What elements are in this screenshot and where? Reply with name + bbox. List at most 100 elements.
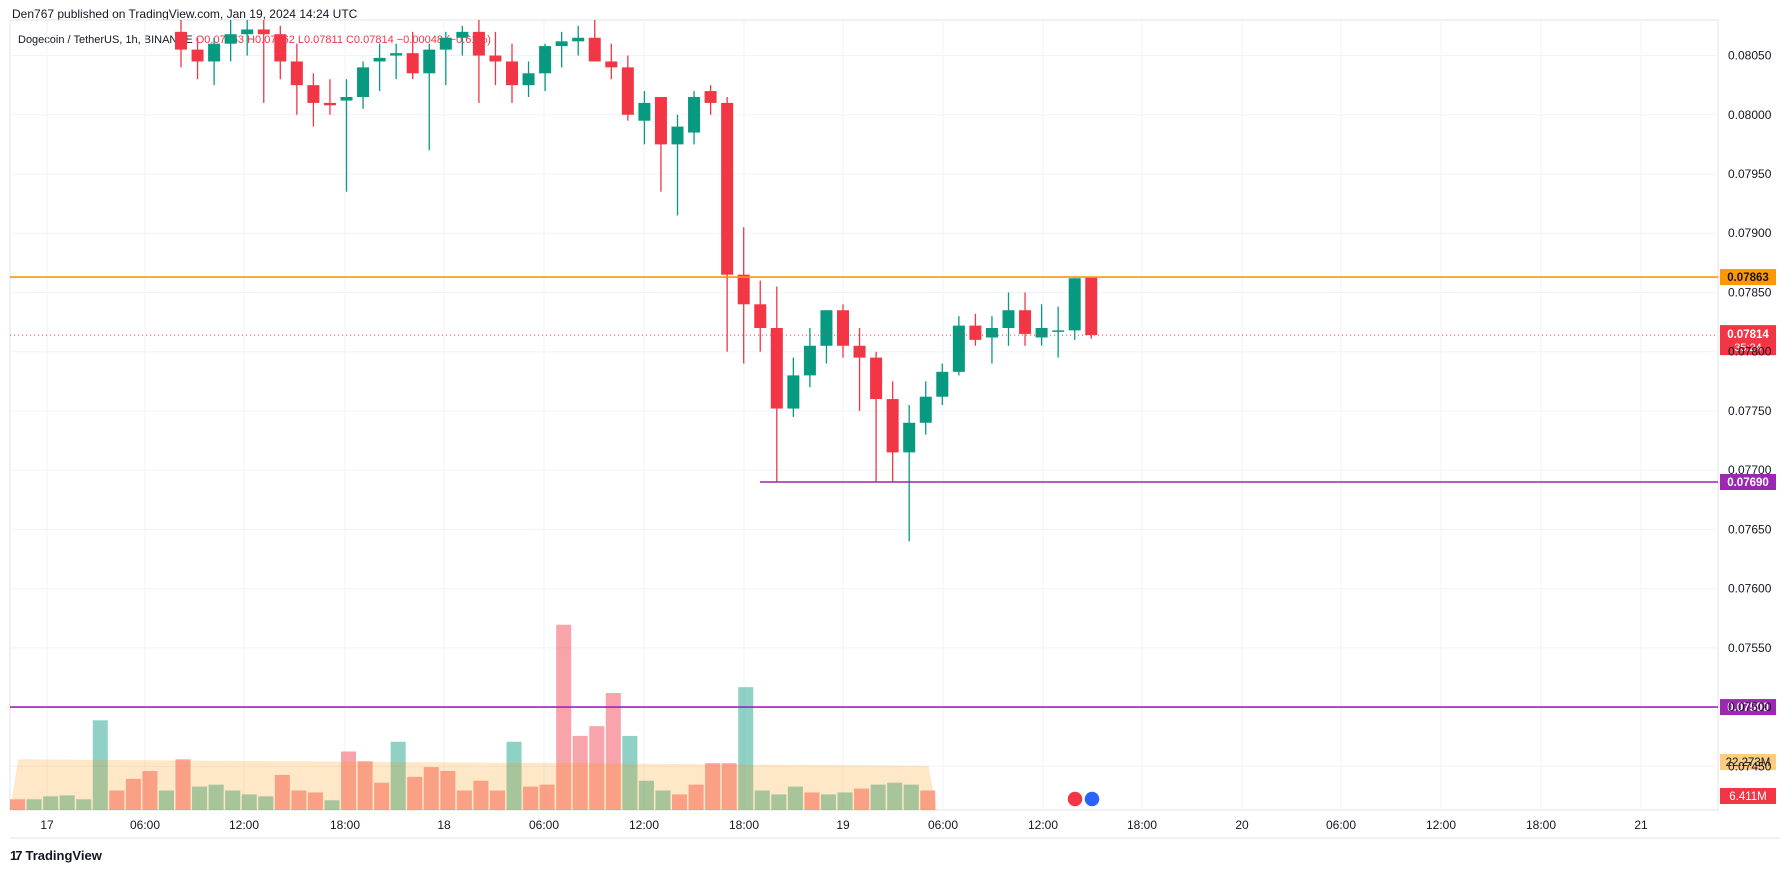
- price-tick-label: 0.07850: [1728, 285, 1772, 299]
- volume-ma-label: 22.273M: [1726, 757, 1771, 769]
- candle: [191, 37, 204, 80]
- candle-body: [191, 49, 204, 62]
- candle-body: [1019, 310, 1032, 334]
- candle: [307, 73, 320, 127]
- price-tick-label: 0.07450: [1728, 759, 1772, 773]
- resistance-label-bg: [1720, 269, 1776, 286]
- volume-bar: [771, 794, 787, 810]
- candle: [323, 79, 336, 115]
- candle-body: [340, 97, 353, 101]
- candle-body: [787, 375, 800, 409]
- candle-body: [770, 328, 783, 409]
- candle-body: [290, 61, 303, 86]
- time-axis: 17 06:00 12:00 18:00 18 06:00 12:00 18:00 19 06:0…: [40, 818, 1648, 832]
- candle-body: [588, 37, 601, 62]
- candle-body: [903, 422, 916, 453]
- candle-body: [489, 55, 502, 62]
- volume-bar: [572, 735, 588, 810]
- candle-body: [1035, 328, 1048, 338]
- candle: [175, 20, 187, 68]
- volume-bar: [125, 778, 141, 810]
- candle-body: [1068, 278, 1081, 331]
- volume-bar: [688, 784, 704, 810]
- time-tick-label: 06:00: [928, 818, 958, 832]
- volume-bar: [539, 784, 555, 810]
- price-tick-label: 0.08000: [1728, 108, 1772, 122]
- candle: [688, 91, 701, 145]
- candle: [1035, 304, 1048, 346]
- price-tick-label: 0.07800: [1728, 345, 1772, 359]
- candle: [472, 20, 485, 103]
- volume-bar: [820, 794, 836, 810]
- support-1-label-bg: [1720, 474, 1776, 490]
- candle: [969, 313, 982, 346]
- candle-body: [621, 67, 634, 115]
- volume-bar: [241, 794, 257, 810]
- candle-body: [688, 97, 701, 133]
- support-2-label: 0.07500: [1727, 702, 1769, 714]
- candle-body: [1002, 310, 1015, 328]
- candle-body: [737, 274, 750, 305]
- candle-body: [985, 328, 998, 338]
- candle-body: [853, 345, 866, 358]
- candle: [555, 31, 568, 68]
- volume-bar: [556, 624, 572, 810]
- candle: [1019, 292, 1032, 346]
- volume-bar: [175, 759, 191, 810]
- candle-body: [274, 34, 287, 62]
- candle: [439, 31, 452, 86]
- volume-bar: [291, 790, 307, 810]
- time-tick-label: 21: [1634, 818, 1648, 832]
- candle: [837, 304, 849, 358]
- volume-bar: [787, 786, 803, 810]
- candle-body: [671, 126, 684, 145]
- volume-bar: [638, 780, 654, 810]
- price-tick-label: 0.07900: [1728, 226, 1772, 240]
- candle: [919, 381, 932, 435]
- candle: [638, 91, 651, 145]
- time-tick-label: 06:00: [529, 818, 559, 832]
- volume-bars: [10, 624, 937, 810]
- time-tick-label: 20: [1235, 818, 1249, 832]
- time-tick-label: 12:00: [229, 818, 259, 832]
- candle: [1068, 278, 1081, 340]
- price-tick-label: 0.08050: [1728, 49, 1772, 63]
- candle-body: [870, 357, 883, 400]
- candle-body: [390, 53, 403, 56]
- candle-body: [208, 43, 221, 62]
- volume-bar: [738, 687, 754, 810]
- symbol-legend[interactable]: Dogecoin / TetherUS, 1h, BINANCE O0.0786…: [18, 34, 491, 46]
- candle-body: [1085, 277, 1098, 336]
- volume-bar: [76, 799, 92, 810]
- candle: [803, 328, 816, 388]
- volume-bar: [804, 792, 820, 810]
- volume-bar: [225, 790, 241, 810]
- candle-body: [423, 49, 436, 74]
- plot-frame: [9, 19, 1719, 811]
- candle: [985, 316, 998, 364]
- candle-body: [175, 31, 187, 50]
- volume-last-label: 6.411M: [1729, 791, 1767, 803]
- candle-body: [837, 310, 849, 346]
- candle-body: [969, 325, 982, 340]
- volume-bar: [489, 790, 505, 810]
- candle-body: [919, 396, 932, 423]
- candle: [721, 97, 734, 352]
- tradingview-logo-icon: 17: [10, 848, 23, 863]
- volume-bar: [920, 790, 936, 810]
- candle: [274, 25, 287, 80]
- candle: [257, 20, 270, 103]
- volume-bar: [754, 790, 770, 810]
- candle: [340, 79, 353, 192]
- candle-body: [539, 46, 552, 74]
- time-tick-label: 19: [836, 818, 850, 832]
- candle-body: [1052, 330, 1065, 332]
- candle-body: [638, 102, 651, 121]
- candle-body: [307, 85, 320, 103]
- volume-bar: [43, 796, 59, 810]
- candle: [406, 31, 419, 80]
- price-tick-label: 0.07550: [1728, 641, 1772, 655]
- volume-bar: [870, 784, 886, 810]
- volume-bar: [390, 741, 406, 810]
